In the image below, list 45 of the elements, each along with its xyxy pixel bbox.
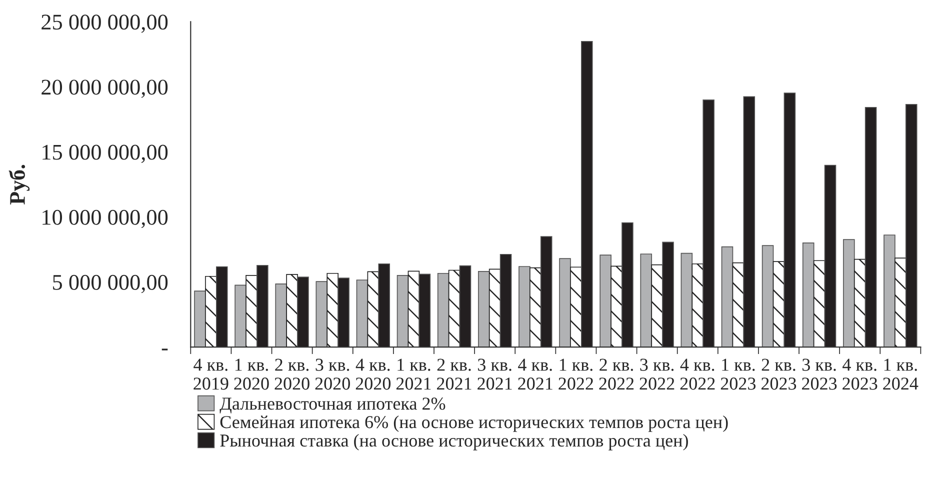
y-tick-label: 5 000 000,00 bbox=[53, 274, 168, 294]
bar bbox=[396, 275, 409, 348]
y-tick-label: 15 000 000,00 bbox=[42, 144, 168, 163]
x-tick-label: 2 кв. 2022 bbox=[599, 358, 634, 390]
legend-label: Рыночная ставка (на основе исторических темпов роста цен) bbox=[220, 434, 688, 450]
x-tick-label: 4 кв. 2023 bbox=[842, 358, 878, 390]
bar bbox=[234, 284, 246, 348]
x-tick-label: 2 кв. 2020 bbox=[274, 358, 310, 390]
bar bbox=[478, 271, 490, 348]
x-tick-label: 4 кв. 2019 bbox=[194, 358, 228, 390]
x-tick-label: 4 кв. 2020 bbox=[356, 358, 391, 390]
x-tick-label: 2 кв. 2021 bbox=[437, 358, 472, 390]
x-tick-label: 2 кв. 2023 bbox=[761, 358, 796, 390]
bar bbox=[640, 254, 652, 348]
bar bbox=[559, 258, 571, 348]
bar bbox=[275, 284, 287, 348]
bar bbox=[884, 234, 896, 348]
bar bbox=[356, 280, 368, 348]
x-tick-label: 1 кв. 2023 bbox=[720, 358, 756, 390]
x-tick-label: 3 кв. 2022 bbox=[640, 358, 674, 390]
y-tick-label: 10 000 000,00 bbox=[42, 210, 168, 228]
y-axis-title: Руб. bbox=[8, 164, 30, 205]
y-tick-label: 20 000 000,00 bbox=[42, 80, 168, 98]
x-tick-label: 4 кв. 2022 bbox=[680, 358, 715, 390]
bar bbox=[721, 246, 734, 348]
x-tick-label: 4 кв. 2021 bbox=[518, 358, 552, 390]
x-tick-label: 3 кв. 2020 bbox=[315, 358, 350, 390]
bar bbox=[843, 239, 855, 348]
y-tick-label: 25 000 000,00 bbox=[42, 14, 168, 33]
bar bbox=[437, 272, 450, 348]
x-tick-label: 3 кв. 2023 bbox=[802, 358, 837, 390]
bar bbox=[762, 245, 774, 348]
legend-label: Дальневосточная ипотека 2% bbox=[220, 398, 446, 414]
bar bbox=[194, 290, 206, 348]
x-tick-label: 1 кв. 2020 bbox=[234, 358, 269, 390]
bar bbox=[518, 266, 530, 348]
bar bbox=[802, 242, 814, 348]
bar bbox=[680, 252, 693, 348]
bar bbox=[600, 254, 612, 348]
x-tick-label: 3 кв. 2021 bbox=[478, 358, 512, 390]
x-tick-label: 1 кв. 2021 bbox=[396, 358, 431, 390]
legend-label: Семейная ипотека 6% (на основе исторических темпов роста цен) bbox=[220, 416, 728, 432]
x-tick-label: 1 кв. 2022 bbox=[558, 358, 594, 390]
x-tick-label: 1 кв. 2024 bbox=[883, 358, 918, 390]
y-tick-label: - bbox=[162, 348, 168, 350]
